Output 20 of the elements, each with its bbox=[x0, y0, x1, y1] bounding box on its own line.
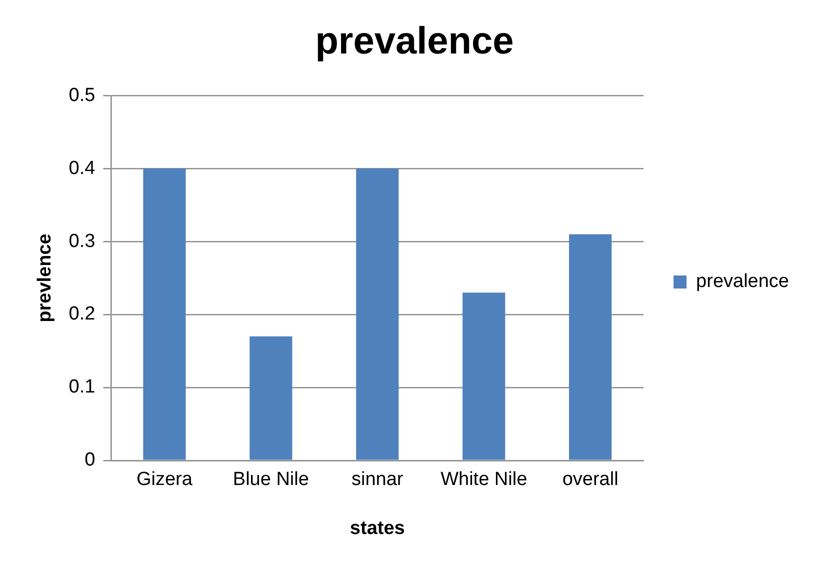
y-tick-label: 0.1 bbox=[68, 376, 96, 398]
chart-title: prevalence bbox=[315, 20, 514, 62]
y-tick-label: 0.3 bbox=[68, 230, 96, 252]
x-tick-label: Gizera bbox=[136, 469, 193, 490]
x-tick-label: sinnar bbox=[352, 469, 404, 490]
bar bbox=[462, 292, 506, 460]
y-tick-label: 0.5 bbox=[68, 84, 96, 106]
legend-label: prevalence bbox=[696, 271, 790, 292]
y-tick-label: 0.2 bbox=[68, 304, 96, 325]
bar bbox=[143, 168, 186, 460]
x-tick-label: Blue Nile bbox=[232, 469, 309, 490]
y-axis-title: prevlence bbox=[34, 234, 56, 322]
bar bbox=[356, 168, 399, 460]
x-axis-title: states bbox=[350, 518, 405, 539]
x-tick-label: overall bbox=[562, 469, 618, 490]
x-tick-label: White Nile bbox=[440, 469, 528, 490]
y-tick-label: 0 bbox=[84, 450, 96, 471]
bar bbox=[569, 234, 612, 460]
bar bbox=[250, 336, 292, 460]
y-tick-label: 0.4 bbox=[68, 158, 96, 179]
